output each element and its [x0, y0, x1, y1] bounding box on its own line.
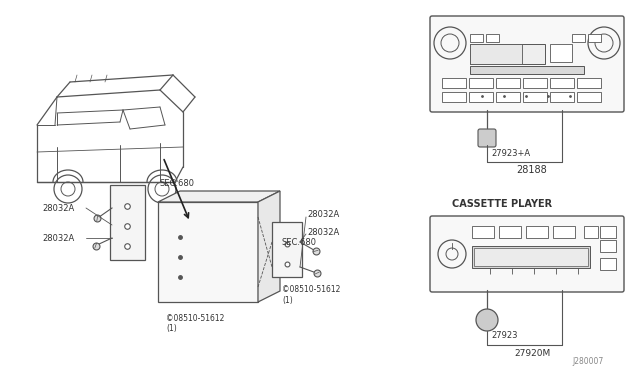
Text: 28032A: 28032A [42, 234, 74, 243]
Bar [550, 92, 574, 102]
Bar [442, 92, 466, 102]
Bar [499, 226, 521, 238]
Bar [158, 202, 258, 302]
Polygon shape [158, 191, 280, 202]
Bar [472, 226, 494, 238]
Bar [442, 78, 466, 88]
Bar [486, 34, 499, 42]
Circle shape [476, 309, 498, 331]
Text: J280007: J280007 [572, 357, 604, 366]
Bar [472, 246, 590, 268]
Text: 27923: 27923 [491, 330, 518, 340]
Bar [496, 92, 520, 102]
Text: 28032A: 28032A [42, 203, 74, 212]
Bar [577, 78, 601, 88]
Text: 27923+A: 27923+A [491, 148, 530, 157]
Bar [577, 92, 601, 102]
Bar [470, 44, 545, 64]
Bar [469, 78, 493, 88]
Text: ©08510-51612
(1): ©08510-51612 (1) [282, 285, 340, 305]
Bar [550, 44, 572, 62]
Bar [600, 258, 616, 270]
Bar [469, 92, 493, 102]
Bar [523, 78, 547, 88]
Bar [470, 44, 522, 64]
Text: 28032A: 28032A [307, 209, 339, 218]
Text: 27920M: 27920M [514, 349, 550, 357]
Bar [110, 185, 145, 260]
Text: SEC.680: SEC.680 [160, 179, 195, 187]
Text: 28032A: 28032A [307, 228, 339, 237]
FancyBboxPatch shape [430, 16, 624, 112]
FancyBboxPatch shape [478, 129, 496, 147]
Bar [523, 92, 547, 102]
Bar [474, 248, 588, 266]
FancyBboxPatch shape [430, 216, 624, 292]
Text: 28188: 28188 [516, 165, 547, 175]
Bar [553, 226, 575, 238]
Polygon shape [258, 191, 280, 302]
Bar [584, 226, 598, 238]
Bar [600, 226, 616, 238]
Bar [470, 34, 483, 42]
Bar [496, 78, 520, 88]
Bar [600, 240, 616, 252]
Text: CASSETTE PLAYER: CASSETTE PLAYER [452, 199, 552, 209]
Bar [526, 226, 548, 238]
Bar [572, 34, 585, 42]
Text: SEC.680: SEC.680 [282, 237, 317, 247]
Bar [550, 78, 574, 88]
Bar [470, 66, 584, 74]
Text: ©08510-51612
(1): ©08510-51612 (1) [166, 314, 225, 333]
Bar [272, 222, 302, 277]
Bar [588, 34, 601, 42]
